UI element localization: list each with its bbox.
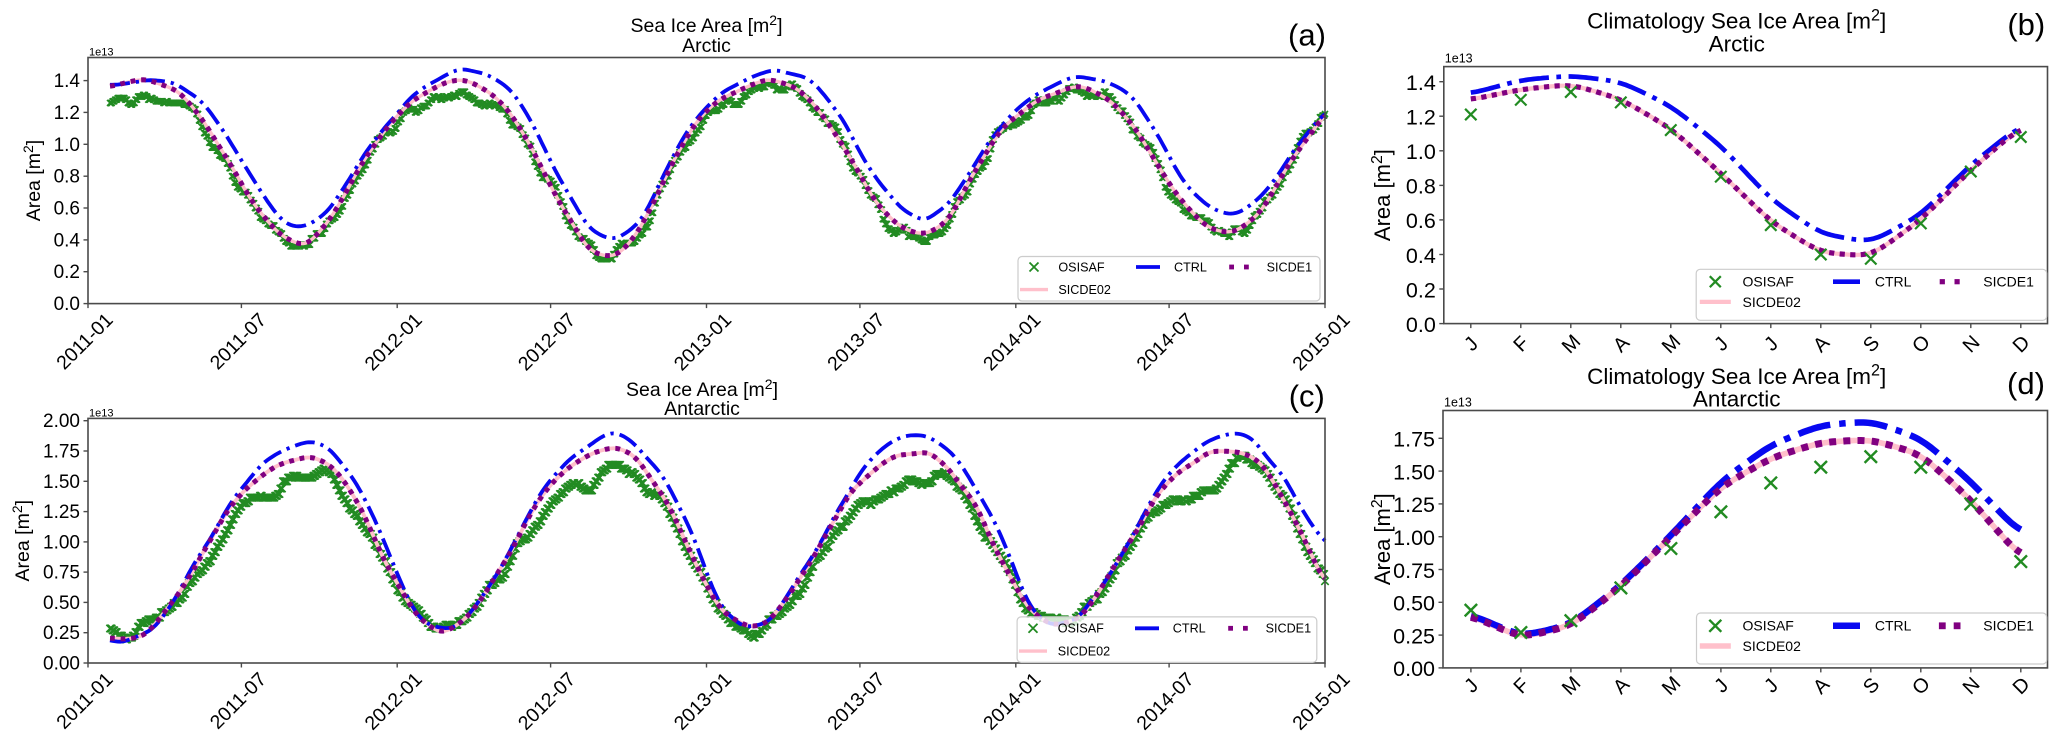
svg-text:1.4: 1.4 bbox=[1406, 71, 1436, 95]
svg-text:0.25: 0.25 bbox=[1393, 624, 1435, 648]
svg-text:1.25: 1.25 bbox=[43, 502, 80, 523]
svg-text:0.75: 0.75 bbox=[1393, 559, 1435, 583]
svg-text:1.75: 1.75 bbox=[1393, 428, 1435, 452]
svg-text:1e13: 1e13 bbox=[1444, 396, 1472, 410]
svg-text:1e13: 1e13 bbox=[89, 407, 113, 419]
svg-text:1e13: 1e13 bbox=[89, 47, 113, 59]
svg-text:1.25: 1.25 bbox=[1393, 493, 1435, 517]
svg-text:0.50: 0.50 bbox=[1393, 592, 1435, 616]
svg-text:Climatology Sea Ice Area [m2]: Climatology Sea Ice Area [m2] bbox=[1587, 7, 1886, 34]
svg-text:SICDE02: SICDE02 bbox=[1058, 283, 1111, 297]
svg-text:0.4: 0.4 bbox=[54, 230, 81, 251]
svg-text:CTRL: CTRL bbox=[1174, 260, 1207, 274]
svg-text:1.2: 1.2 bbox=[54, 103, 80, 124]
svg-text:1.75: 1.75 bbox=[43, 442, 80, 463]
svg-text:OSISAF: OSISAF bbox=[1058, 260, 1104, 274]
svg-text:0.4: 0.4 bbox=[1406, 244, 1436, 268]
svg-text:1.50: 1.50 bbox=[1393, 460, 1435, 484]
svg-text:0.0: 0.0 bbox=[54, 294, 80, 315]
svg-text:(d): (d) bbox=[2007, 366, 2045, 401]
svg-text:OSISAF: OSISAF bbox=[1743, 618, 1794, 634]
svg-text:Antarctic: Antarctic bbox=[664, 398, 740, 420]
svg-text:0.8: 0.8 bbox=[54, 167, 80, 188]
svg-text:0.25: 0.25 bbox=[43, 623, 80, 644]
svg-text:1.00: 1.00 bbox=[1393, 526, 1435, 550]
svg-text:0.50: 0.50 bbox=[43, 593, 80, 614]
svg-text:Sea Ice Area [m2]: Sea Ice Area [m2] bbox=[626, 376, 778, 401]
svg-text:Climatology Sea Ice Area [m2]: Climatology Sea Ice Area [m2] bbox=[1587, 362, 1886, 389]
svg-text:(a): (a) bbox=[1288, 18, 1326, 53]
svg-text:SICDE1: SICDE1 bbox=[1983, 274, 2034, 290]
svg-text:Sea Ice Area [m2]: Sea Ice Area [m2] bbox=[631, 12, 783, 37]
svg-text:0.6: 0.6 bbox=[1406, 209, 1436, 233]
svg-text:1.0: 1.0 bbox=[1406, 140, 1436, 164]
svg-text:CTRL: CTRL bbox=[1875, 274, 1912, 290]
svg-text:1e13: 1e13 bbox=[1445, 52, 1473, 66]
svg-text:Area [m2]: Area [m2] bbox=[9, 500, 34, 582]
svg-text:0.6: 0.6 bbox=[54, 199, 80, 220]
svg-text:1.00: 1.00 bbox=[43, 532, 80, 553]
svg-text:1.0: 1.0 bbox=[54, 135, 80, 156]
svg-text:OSISAF: OSISAF bbox=[1743, 274, 1794, 290]
svg-text:Arctic: Arctic bbox=[682, 35, 731, 57]
svg-text:(b): (b) bbox=[2007, 7, 2045, 42]
svg-text:0.0: 0.0 bbox=[1406, 313, 1436, 337]
svg-text:CTRL: CTRL bbox=[1173, 622, 1206, 636]
svg-text:SICDE02: SICDE02 bbox=[1058, 645, 1111, 659]
svg-text:0.2: 0.2 bbox=[1406, 278, 1436, 302]
svg-text:CTRL: CTRL bbox=[1875, 618, 1912, 634]
svg-text:SICDE1: SICDE1 bbox=[1267, 260, 1313, 274]
svg-text:Area [m2]: Area [m2] bbox=[1369, 493, 1395, 585]
svg-text:SICDE02: SICDE02 bbox=[1743, 638, 1802, 654]
svg-text:0.2: 0.2 bbox=[54, 262, 80, 283]
svg-text:SICDE02: SICDE02 bbox=[1743, 294, 1802, 310]
svg-text:SICDE1: SICDE1 bbox=[1266, 622, 1312, 636]
svg-text:Area [m2]: Area [m2] bbox=[1369, 149, 1395, 241]
svg-text:0.8: 0.8 bbox=[1406, 175, 1436, 199]
svg-text:1.4: 1.4 bbox=[54, 71, 81, 92]
svg-text:Area [m2]: Area [m2] bbox=[20, 140, 45, 222]
svg-text:1.50: 1.50 bbox=[43, 472, 80, 493]
svg-text:0.75: 0.75 bbox=[43, 563, 80, 584]
svg-text:Arctic: Arctic bbox=[1709, 32, 1765, 57]
svg-text:(c): (c) bbox=[1289, 379, 1325, 414]
svg-text:1.2: 1.2 bbox=[1406, 106, 1436, 130]
svg-text:Antarctic: Antarctic bbox=[1693, 387, 1781, 412]
svg-text:0.00: 0.00 bbox=[43, 654, 80, 675]
svg-text:SICDE1: SICDE1 bbox=[1983, 618, 2034, 634]
svg-text:0.00: 0.00 bbox=[1393, 657, 1435, 681]
svg-text:OSISAF: OSISAF bbox=[1058, 622, 1104, 636]
svg-text:2.00: 2.00 bbox=[43, 411, 80, 432]
